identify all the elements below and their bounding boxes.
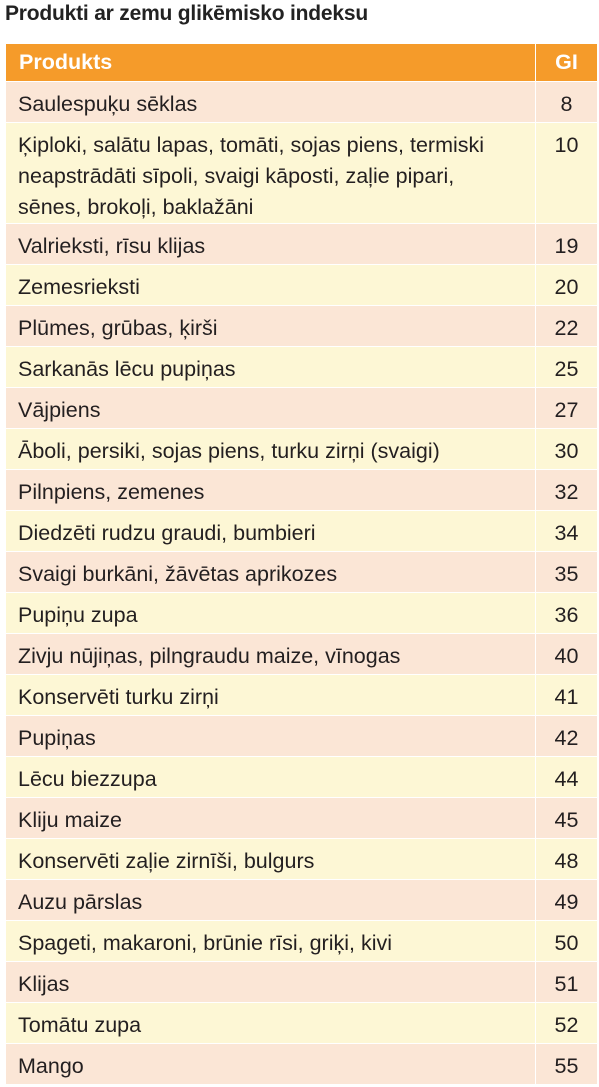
product-cell: Lēcu biezzupa xyxy=(5,756,536,798)
gi-value-cell: 8 xyxy=(535,81,598,123)
table-row: Zemesrieksti 20 xyxy=(5,264,598,306)
product-cell: Svaigi burkāni, žāvētas aprikozes xyxy=(5,551,536,593)
gi-value-cell: 32 xyxy=(535,469,598,511)
gi-value-cell: 51 xyxy=(535,961,598,1003)
gi-value-cell: 27 xyxy=(535,387,598,429)
table-row: Āboli, persiki, sojas piens, turku zirņi… xyxy=(5,428,598,470)
product-cell: Sarkanās lēcu pupiņas xyxy=(5,346,536,388)
table-row: Pilnpiens, zemenes 32 xyxy=(5,469,598,511)
gi-value-cell: 44 xyxy=(535,756,598,798)
gi-value-cell: 40 xyxy=(535,633,598,675)
page-title: Produkti ar zemu glikēmisko indeksu xyxy=(5,2,368,25)
product-cell: Konservēti zaļie zirnīši, bulgurs xyxy=(5,838,536,880)
product-cell: Mango xyxy=(5,1043,536,1085)
gi-value-cell: 48 xyxy=(535,838,598,880)
product-cell: Konservēti turku zirņi xyxy=(5,674,536,716)
gi-value-cell: 22 xyxy=(535,305,598,347)
column-header-product: Produkts xyxy=(5,43,536,82)
gi-value-cell: 50 xyxy=(535,920,598,962)
product-cell: Vājpiens xyxy=(5,387,536,429)
gi-value-cell: 20 xyxy=(535,264,598,306)
gi-value-cell: 49 xyxy=(535,879,598,921)
product-cell: Zemesrieksti xyxy=(5,264,536,306)
product-cell: Pupiņu zupa xyxy=(5,592,536,634)
product-cell: Āboli, persiki, sojas piens, turku zirņi… xyxy=(5,428,536,470)
table-row: Klijas 51 xyxy=(5,961,598,1003)
gi-value-cell: 35 xyxy=(535,551,598,593)
product-cell: Pupiņas xyxy=(5,715,536,757)
gi-value-cell: 25 xyxy=(535,346,598,388)
table-row: Auzu pārslas 49 xyxy=(5,879,598,921)
table-row: Lēcu biezzupa 44 xyxy=(5,756,598,798)
product-cell: Diedzēti rudzu graudi, bumbieri xyxy=(5,510,536,552)
table-row: Diedzēti rudzu graudi, bumbieri 34 xyxy=(5,510,598,552)
gi-value-cell: 36 xyxy=(535,592,598,634)
gi-value-cell: 30 xyxy=(535,428,598,470)
product-cell: Auzu pārslas xyxy=(5,879,536,921)
table-row: Pupiņas 42 xyxy=(5,715,598,757)
table-row: Mango 55 xyxy=(5,1043,598,1085)
table-row: Pupiņu zupa 36 xyxy=(5,592,598,634)
gi-value-cell: 41 xyxy=(535,674,598,716)
table-row: Konservēti turku zirņi 41 xyxy=(5,674,598,716)
gi-value-cell: 52 xyxy=(535,1002,598,1044)
table-row: Ķiploki, salātu lapas, tomāti, sojas pie… xyxy=(5,122,598,224)
table-row: Valrieksti, rīsu klijas 19 xyxy=(5,223,598,265)
product-cell: Valrieksti, rīsu klijas xyxy=(5,223,536,265)
gi-value-cell: 55 xyxy=(535,1043,598,1085)
table-row: Spageti, makaroni, brūnie rīsi, griķi, k… xyxy=(5,920,598,962)
product-cell: Ķiploki, salātu lapas, tomāti, sojas pie… xyxy=(5,122,536,224)
table-row: Svaigi burkāni, žāvētas aprikozes 35 xyxy=(5,551,598,593)
product-cell: Kliju maize xyxy=(5,797,536,839)
product-cell: Plūmes, grūbas, ķirši xyxy=(5,305,536,347)
gi-value-cell: 45 xyxy=(535,797,598,839)
column-header-gi: GI xyxy=(535,43,598,82)
table-row: Sarkanās lēcu pupiņas 25 xyxy=(5,346,598,388)
gi-value-cell: 10 xyxy=(535,122,598,224)
gi-value-cell: 19 xyxy=(535,223,598,265)
table-row: Saulespuķu sēklas 8 xyxy=(5,81,598,123)
product-cell: Pilnpiens, zemenes xyxy=(5,469,536,511)
product-cell: Saulespuķu sēklas xyxy=(5,81,536,123)
product-cell: Klijas xyxy=(5,961,536,1003)
gi-value-cell: 42 xyxy=(535,715,598,757)
table-row: Plūmes, grūbas, ķirši 22 xyxy=(5,305,598,347)
table-row: Vājpiens 27 xyxy=(5,387,598,429)
table-row: Kliju maize 45 xyxy=(5,797,598,839)
product-cell: Spageti, makaroni, brūnie rīsi, griķi, k… xyxy=(5,920,536,962)
gi-table: Produkts GI Saulespuķu sēklas 8 Ķiploki, s… xyxy=(5,43,598,1085)
gi-value-cell: 34 xyxy=(535,510,598,552)
table-header-row: Produkts GI xyxy=(5,43,598,82)
table-row: Tomātu zupa 52 xyxy=(5,1002,598,1044)
table-row: Konservēti zaļie zirnīši, bulgurs 48 xyxy=(5,838,598,880)
product-cell: Tomātu zupa xyxy=(5,1002,536,1044)
table-row: Zivju nūjiņas, pilngraudu maize, vīnogas… xyxy=(5,633,598,675)
product-cell: Zivju nūjiņas, pilngraudu maize, vīnogas xyxy=(5,633,536,675)
